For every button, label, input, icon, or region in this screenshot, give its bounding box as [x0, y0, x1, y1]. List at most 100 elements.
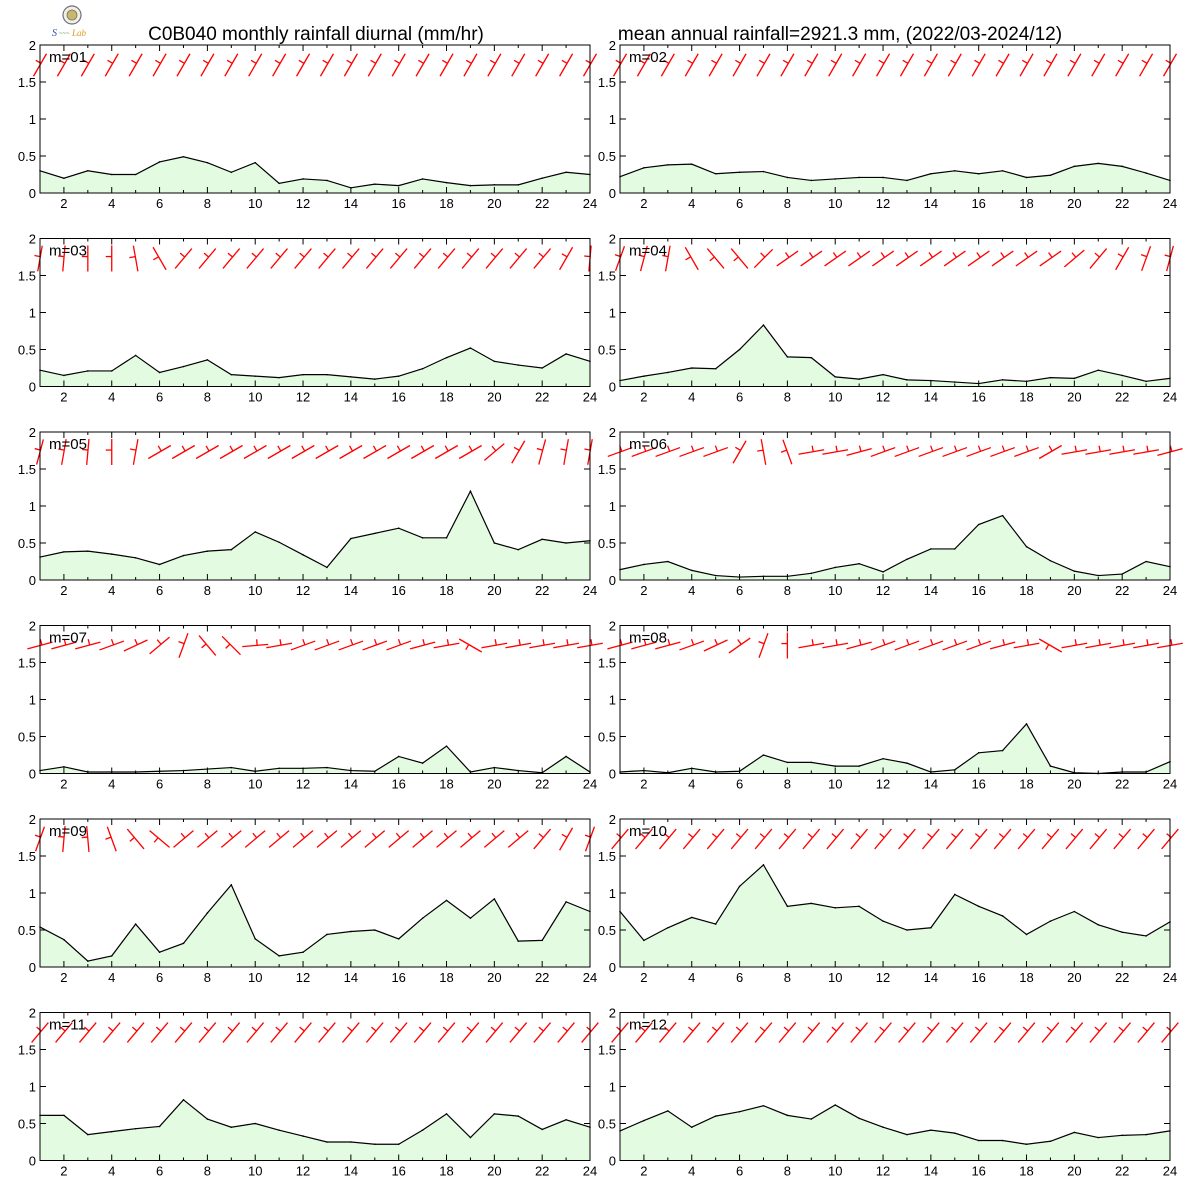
- wind-barb-flag: [560, 448, 567, 451]
- wind-barb-shaft: [485, 248, 504, 269]
- wind-barb-shaft: [86, 438, 90, 466]
- wind-barb: [993, 828, 1012, 850]
- wind-barb-shaft: [870, 446, 896, 458]
- rain-point: [158, 161, 161, 163]
- wind-barb: [152, 246, 167, 271]
- wind-barb-flag: [806, 59, 813, 64]
- wind-barb-flag: [1117, 253, 1124, 258]
- panel-m-11: 00.511.522 4 6 8 10 12 14 16 18 20 22 24m=11: [18, 1006, 599, 1179]
- wind-barb-flag: [323, 252, 329, 258]
- wind-barb: [509, 248, 528, 269]
- wind-barb: [828, 53, 843, 77]
- wind-barb-shaft: [966, 640, 992, 651]
- rain-point: [302, 951, 304, 953]
- wind-barb: [822, 639, 849, 649]
- wind-barb: [178, 633, 189, 658]
- rain-point: [230, 766, 233, 769]
- wind-barb: [703, 638, 728, 652]
- wind-barb: [314, 638, 340, 651]
- wind-barb: [365, 248, 384, 269]
- panel-label: m=05: [49, 436, 87, 453]
- x-tick-label: 22: [1115, 196, 1129, 211]
- wind-barb-flag: [1048, 445, 1053, 452]
- title-right: mean annual rainfall=2921.3 mm, (2022/03…: [618, 24, 1062, 45]
- rain-point: [738, 348, 741, 351]
- wind-barb: [918, 638, 944, 651]
- wind-barb-shaft: [126, 828, 145, 850]
- y-tick-label: 0: [609, 767, 616, 782]
- wind-barb-flag: [465, 59, 472, 64]
- wind-barb-shaft: [703, 446, 729, 458]
- x-tick-label: 8: [204, 196, 211, 211]
- rain-point: [786, 356, 789, 358]
- wind-barb-shaft: [1015, 250, 1038, 267]
- wind-barb: [899, 53, 915, 77]
- wind-barb-flag: [1142, 1026, 1148, 1032]
- x-tick-label: 2: [60, 777, 67, 792]
- wind-barb: [221, 635, 241, 656]
- wind-barb-shaft: [62, 825, 66, 853]
- wind-barb-shaft: [389, 1022, 408, 1043]
- wind-barb-shaft: [242, 643, 269, 648]
- wind-barb-flag: [619, 639, 623, 646]
- wind-barb-flag: [370, 59, 377, 64]
- x-tick-label: 18: [439, 390, 453, 405]
- wind-barb-flag: [181, 445, 186, 452]
- wind-barb-shaft: [993, 828, 1012, 850]
- wind-barb: [1043, 53, 1058, 77]
- rain-point: [493, 1113, 496, 1115]
- wind-barb-shaft: [533, 1022, 552, 1043]
- wind-barb-shaft: [362, 640, 388, 651]
- wind-barb-shaft: [754, 1022, 773, 1043]
- wind-barb-flag: [276, 832, 282, 839]
- wind-barb-flag: [1169, 445, 1173, 452]
- wind-barb: [846, 445, 872, 456]
- wind-barb: [268, 830, 290, 848]
- wind-barb: [292, 830, 314, 848]
- wind-barb-flag: [902, 59, 909, 64]
- wind-barb-shaft: [846, 448, 872, 456]
- wind-barb: [971, 53, 986, 77]
- wind-barb: [319, 53, 335, 77]
- wind-barb-shaft: [1085, 449, 1112, 455]
- rain-point: [517, 1115, 520, 1117]
- wind-barb-flag: [1094, 1026, 1100, 1032]
- y-tick-label: 1.5: [598, 1043, 616, 1058]
- wind-barb: [852, 53, 867, 77]
- wind-barb-shaft: [319, 53, 335, 77]
- y-tick-label: 1.5: [18, 849, 36, 864]
- panel-m-07: 00.511.522 4 6 8 10 12 14 16 18 20 22 24m=07: [18, 619, 603, 792]
- wind-barb-shaft: [993, 1022, 1012, 1043]
- wind-barb-flag: [514, 1026, 520, 1032]
- logo-text: Lab: [71, 28, 87, 38]
- wind-barb-flag: [227, 252, 233, 258]
- wind-barb-flag: [1098, 639, 1101, 646]
- wind-barb-shaft: [173, 830, 194, 848]
- rain-point: [373, 532, 376, 535]
- wind-barb: [995, 53, 1010, 77]
- x-tick-label: 2: [640, 583, 647, 598]
- rain-line: [39, 883, 591, 962]
- rain-point: [953, 893, 956, 896]
- wind-barb-shaft: [388, 830, 410, 848]
- wind-barb: [529, 639, 556, 649]
- x-tick-label: 12: [876, 196, 890, 211]
- rain-point: [278, 955, 280, 957]
- wind-barb-flag: [441, 59, 448, 64]
- wind-barb-flag: [226, 59, 233, 64]
- wind-barb: [1091, 53, 1106, 77]
- wind-barb-flag: [442, 252, 449, 258]
- wind-barb-flag: [638, 254, 645, 258]
- wind-barb-shaft: [989, 641, 1016, 650]
- rain-point: [278, 767, 280, 770]
- wind-barb-shaft: [415, 53, 430, 77]
- wind-barb-shaft: [1065, 1022, 1084, 1043]
- x-tick-label: 8: [784, 196, 791, 211]
- y-tick-label: 2: [609, 425, 616, 440]
- wind-barb: [388, 830, 410, 848]
- wind-barb-shaft: [1109, 642, 1136, 649]
- wind-barb-shaft: [150, 1022, 169, 1043]
- wind-barb-shaft: [1041, 1022, 1060, 1043]
- x-tick-label: 16: [391, 970, 405, 985]
- x-tick-label: 12: [876, 970, 890, 985]
